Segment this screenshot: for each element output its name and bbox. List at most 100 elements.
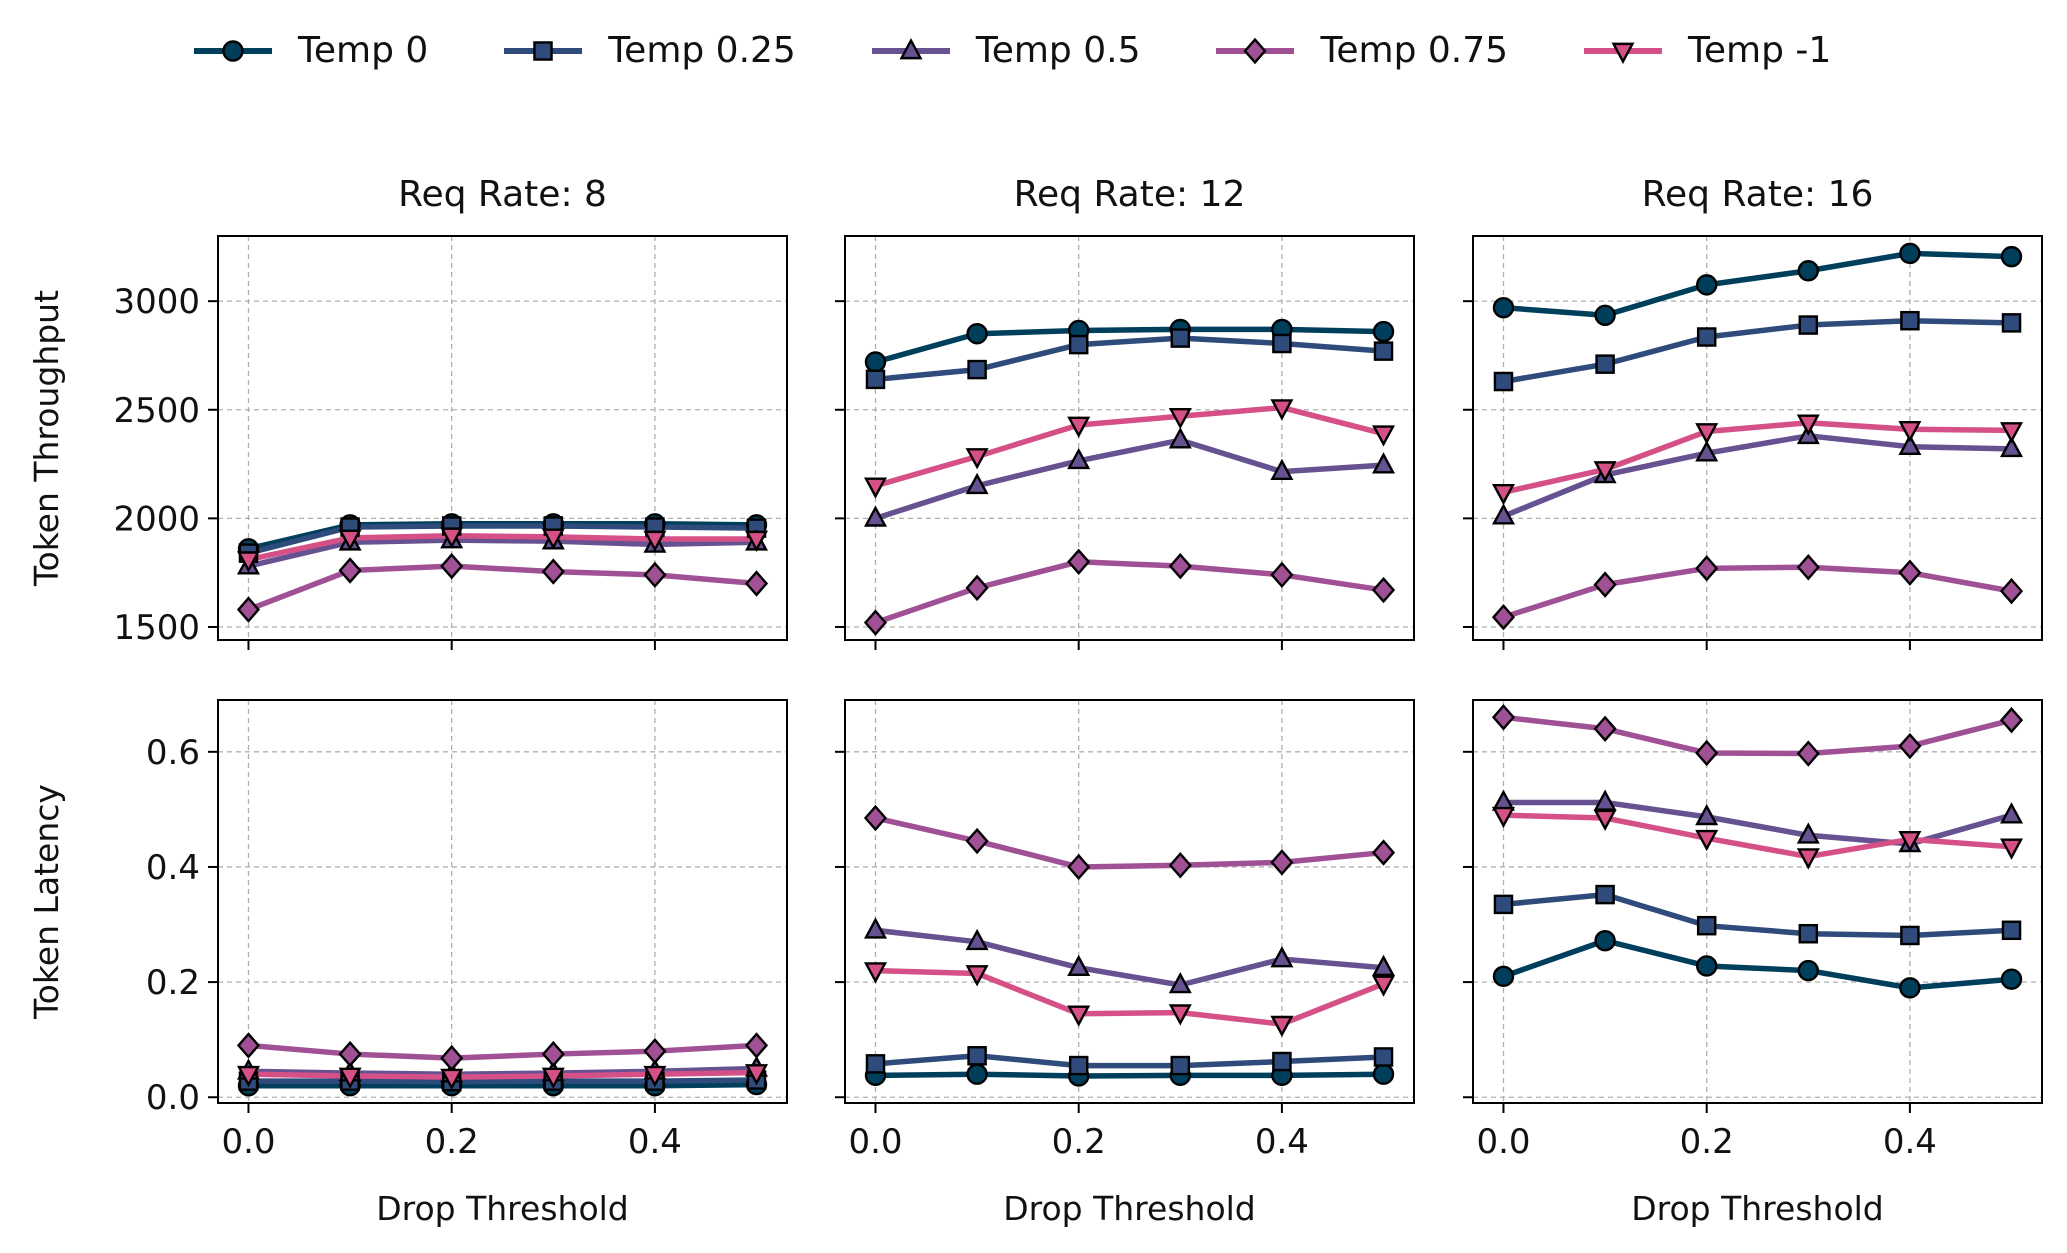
y-tick-label: 0.0 — [146, 1078, 200, 1118]
data-point-temp-neg-1 — [1372, 425, 1396, 447]
y-tick-label: 0.4 — [146, 848, 200, 888]
series-line-temp-0-5 — [248, 1065, 757, 1077]
data-point-temp-neg-1 — [863, 962, 887, 984]
data-point-temp-0-25 — [865, 1054, 886, 1074]
data-point-temp-0 — [1594, 929, 1616, 952]
data-point-temp-0-75 — [863, 804, 888, 832]
data-point-temp-0-75 — [1695, 739, 1719, 767]
legend-swatch-temp-0-25 — [504, 40, 583, 61]
legend: Temp 0 Temp 0.25 Temp 0.5 Temp 0.75 Temp… — [190, 30, 1831, 71]
data-point-temp-0-75 — [440, 552, 464, 580]
data-point-temp-0-25 — [1493, 371, 1514, 392]
panel-r0-c0: 1500 2000 2500 3000 Req Rate: 8 Token Through… — [27, 174, 788, 650]
data-point-temp-neg-1 — [1491, 483, 1515, 506]
series-line-temp-0-25 — [1503, 317, 2012, 385]
data-point-temp-0-75 — [1999, 706, 2024, 734]
data-point-temp-0-75 — [1796, 740, 1820, 767]
data-point-temp-0-75 — [338, 1040, 362, 1068]
data-point-temp-0-5 — [1168, 427, 1192, 449]
y-tick-label: 3000 — [113, 282, 200, 322]
data-point-temp-0-75 — [1999, 577, 2024, 605]
legend-swatch-temp-neg-1 — [1584, 42, 1663, 64]
y-tick-label: 0.6 — [146, 733, 200, 773]
series-line-temp-neg-1 — [248, 1069, 757, 1080]
data-point-temp-0-75 — [1270, 849, 1294, 876]
data-point-temp-neg-1 — [1898, 830, 1922, 853]
data-point-temp-0-5 — [1491, 503, 1515, 525]
series-line-temp-0-5 — [874, 437, 1384, 521]
data-point-temp-neg-1 — [1168, 407, 1192, 430]
data-point-temp-neg-1 — [1168, 1004, 1192, 1026]
data-point-temp-0-25 — [1798, 923, 1819, 944]
data-point-temp-neg-1 — [1067, 1005, 1091, 1027]
data-point-temp-0 — [1492, 965, 1515, 988]
data-point-temp-0-25 — [1373, 341, 1394, 361]
x-tick-label: 0.2 — [1052, 1122, 1106, 1162]
data-point-temp-0-5 — [1695, 440, 1719, 462]
data-point-temp-0-75 — [863, 609, 888, 636]
legend-label-temp-0: Temp 0 — [298, 30, 429, 71]
panel-frame — [844, 235, 1415, 641]
series-line-temp-0-25 — [875, 335, 1384, 383]
series-line-temp-0-5 — [875, 927, 1384, 988]
x-tick-label: 0.2 — [425, 1122, 479, 1162]
data-point-temp-neg-1 — [1796, 414, 1820, 436]
data-point-temp-0-25 — [1068, 1055, 1089, 1076]
legend-swatch-temp-0 — [194, 39, 272, 62]
legend-label-temp-neg-1: Temp -1 — [1688, 30, 1832, 71]
data-point-temp-0-75 — [965, 574, 989, 602]
data-point-temp-0-75 — [338, 557, 362, 584]
data-point-temp-0-25 — [1696, 915, 1717, 936]
y-tick-label: 1500 — [113, 608, 200, 648]
x-axis-label: Drop Threshold — [376, 1189, 629, 1228]
data-point-temp-0-75 — [1593, 571, 1617, 598]
panel-frame — [844, 699, 1415, 1104]
data-point-temp-0-5 — [1067, 447, 1091, 470]
series-line-temp-0-25 — [875, 1053, 1384, 1069]
data-point-temp-0-75 — [744, 1032, 769, 1059]
x-tick-label: 0.0 — [221, 1122, 275, 1162]
data-point-temp-0-25 — [967, 359, 987, 380]
legend-label-temp-0-75: Temp 0.75 — [1320, 30, 1509, 71]
y-tick-label: 0.2 — [146, 963, 200, 1003]
series-line-temp-neg-1 — [875, 967, 1385, 1027]
data-point-temp-0-25 — [1696, 327, 1717, 347]
data-point-temp-0-75 — [1695, 555, 1719, 582]
data-point-temp-neg-1 — [1270, 1015, 1294, 1038]
data-point-temp-0-5 — [1067, 954, 1091, 977]
series-line-temp-0-75 — [248, 1042, 757, 1061]
data-point-temp-neg-1 — [2000, 422, 2024, 444]
data-point-temp-0-75 — [236, 596, 261, 623]
data-point-temp-neg-1 — [1695, 423, 1719, 445]
series-line-temp-0-5 — [1503, 799, 2013, 847]
data-point-temp-neg-1 — [1796, 848, 1820, 870]
series-line-temp-0-25 — [248, 1077, 757, 1085]
data-point-temp-0-5 — [2000, 435, 2024, 458]
data-point-temp-0 — [1372, 1063, 1395, 1085]
data-point-temp-neg-1 — [338, 1067, 362, 1089]
legend-item-temp-0: Temp 0 — [190, 30, 428, 71]
panel-title: Req Rate: 12 — [1014, 174, 1246, 215]
series-line-temp-0-75 — [874, 559, 1384, 626]
data-point-temp-0-75 — [1796, 554, 1820, 581]
data-point-temp-neg-1 — [541, 1067, 565, 1089]
data-point-temp-neg-1 — [965, 448, 989, 470]
series-line-temp-neg-1 — [247, 532, 757, 563]
data-point-temp-0-75 — [643, 561, 667, 589]
series-line-temp-neg-1 — [1502, 420, 2012, 495]
data-point-temp-0-75 — [1067, 853, 1091, 881]
x-axis-label: Drop Threshold — [1003, 1189, 1256, 1228]
data-point-temp-neg-1 — [1491, 806, 1515, 829]
y-axis-label: Token Latency — [27, 784, 66, 1020]
data-point-temp-0-75 — [440, 1044, 464, 1072]
data-point-temp-neg-1 — [643, 1065, 667, 1088]
data-point-temp-neg-1 — [1898, 420, 1922, 443]
data-point-temp-0-5 — [1168, 972, 1192, 994]
data-point-temp-0 — [1899, 242, 1921, 265]
data-point-temp-0 — [1372, 320, 1395, 343]
data-point-temp-neg-1 — [1270, 399, 1294, 421]
panel-frame — [1472, 235, 2043, 641]
data-point-temp-0-25 — [1170, 328, 1191, 348]
